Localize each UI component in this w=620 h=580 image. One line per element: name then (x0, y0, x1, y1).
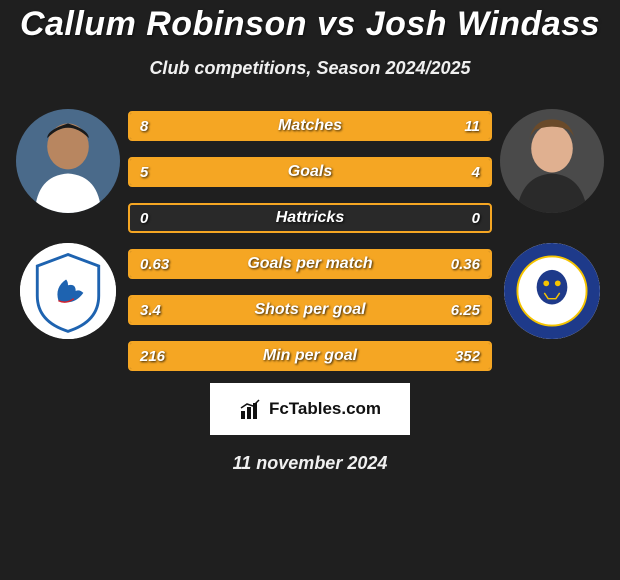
player-left-avatar (16, 109, 120, 213)
subtitle: Club competitions, Season 2024/2025 (0, 58, 620, 79)
main-row: 811Matches 54Goals 00Hattricks 0.630.36Goal… (0, 109, 620, 371)
stat-row: 0.630.36Goals per match (128, 249, 492, 279)
stat-row: 54Goals (128, 157, 492, 187)
player-left-avatar-svg (16, 109, 120, 213)
date-line: 11 november 2024 (0, 453, 620, 474)
stat-label: Goals per match (130, 251, 490, 277)
stat-row: 00Hattricks (128, 203, 492, 233)
player-left-club-svg (20, 243, 116, 339)
stat-label: Shots per goal (130, 297, 490, 323)
brand-box[interactable]: FcTables.com (210, 383, 410, 435)
stat-label: Matches (130, 113, 490, 139)
brand-chart-icon (239, 397, 263, 421)
page-title: Callum Robinson vs Josh Windass (0, 5, 620, 44)
stat-label: Min per goal (130, 343, 490, 369)
player-right-club-badge (504, 243, 600, 339)
stat-row: 216352Min per goal (128, 341, 492, 371)
player-right-avatar-svg (500, 109, 604, 213)
stats-column: 811Matches 54Goals 00Hattricks 0.630.36Goal… (128, 109, 492, 371)
right-column (492, 109, 612, 339)
brand-label: FcTables.com (269, 399, 381, 419)
stat-label: Goals (130, 159, 490, 185)
stat-row: 3.46.25Shots per goal (128, 295, 492, 325)
comparison-container: Callum Robinson vs Josh Windass Club com… (0, 0, 620, 474)
stat-row: 811Matches (128, 111, 492, 141)
stat-label: Hattricks (130, 205, 490, 231)
player-right-club-svg (504, 243, 600, 339)
player-right-avatar (500, 109, 604, 213)
left-column (8, 109, 128, 339)
player-left-club-badge (20, 243, 116, 339)
